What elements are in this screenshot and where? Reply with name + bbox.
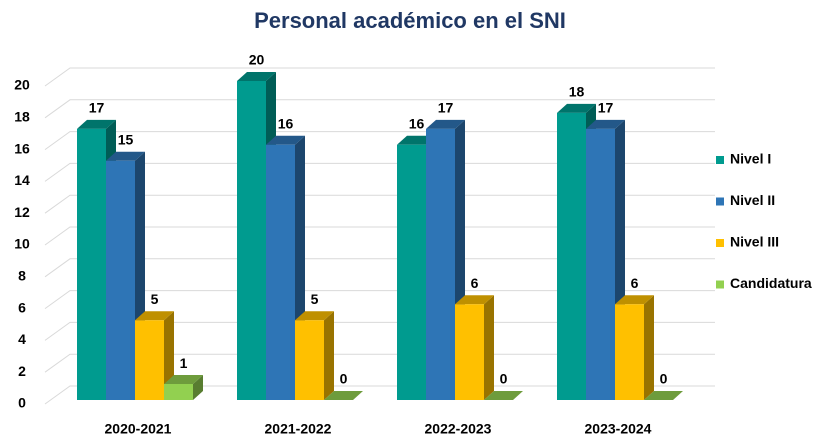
bar-face (237, 81, 266, 400)
data-label: 17 (89, 100, 105, 116)
bar-face (193, 375, 203, 400)
data-label: 6 (631, 275, 639, 291)
y-tick-label: 2 (18, 363, 26, 379)
bar-face (266, 135, 305, 145)
bar (644, 391, 683, 400)
bar-face (426, 119, 465, 129)
chart-title: Personal académico en el SNI (254, 8, 566, 33)
data-label: 5 (151, 291, 159, 307)
data-label: 15 (118, 131, 134, 147)
bar-face (106, 151, 145, 161)
bar-face (455, 304, 484, 400)
legend-swatch (716, 197, 724, 206)
legend-label: Candidatura (730, 275, 812, 291)
y-tick-label: 14 (14, 172, 30, 188)
bar-face (397, 144, 426, 400)
grid-line (44, 226, 715, 246)
data-label: 17 (598, 100, 614, 116)
data-label: 17 (438, 100, 454, 116)
bar-face (164, 384, 193, 400)
data-label: 5 (311, 291, 319, 307)
bar-face (135, 320, 164, 400)
bar-face (77, 119, 116, 129)
grid-line (44, 131, 715, 151)
grid-line (44, 353, 715, 373)
data-label: 16 (409, 116, 425, 132)
legend-label: Nivel I (730, 151, 771, 167)
legend-swatch (716, 280, 724, 289)
grid-line (44, 99, 715, 119)
data-label: 0 (660, 371, 668, 387)
grid-line (44, 162, 715, 182)
bar-face (266, 144, 295, 400)
legend-label: Nivel III (730, 234, 779, 250)
bar-face (615, 295, 654, 305)
bar-face (484, 391, 523, 400)
bar-face (324, 391, 363, 400)
data-label: 20 (249, 52, 265, 68)
grid-line (44, 321, 715, 341)
data-label: 0 (500, 371, 508, 387)
bar-face (106, 160, 135, 400)
grid-line (44, 194, 715, 214)
y-tick-label: 20 (14, 77, 30, 93)
data-label: 1 (180, 355, 188, 371)
y-tick-label: 16 (14, 140, 30, 156)
data-label: 18 (569, 84, 585, 100)
y-tick-label: 4 (18, 331, 26, 347)
bar-face (586, 119, 625, 129)
bar-face (237, 72, 276, 81)
bar-face (615, 304, 644, 400)
data-label: 16 (278, 116, 294, 132)
y-tick-label: 10 (14, 236, 30, 252)
x-tick-label: 2022-2023 (425, 421, 492, 437)
bar-face (484, 295, 494, 400)
bar (484, 391, 523, 400)
data-label: 6 (471, 275, 479, 291)
grid-line (44, 290, 715, 310)
legend-label: Nivel II (730, 192, 775, 208)
bar-face (324, 311, 334, 400)
bar-face (586, 128, 615, 400)
bar (455, 295, 494, 400)
y-tick-label: 0 (18, 395, 26, 411)
bar-face (135, 311, 174, 321)
x-tick-label: 2021-2022 (265, 421, 332, 437)
bar (324, 391, 363, 400)
bar-face (644, 295, 654, 400)
y-tick-label: 6 (18, 299, 26, 315)
bar (295, 311, 334, 400)
bar-face (77, 128, 106, 400)
grid-line (44, 67, 715, 87)
y-tick-label: 12 (14, 204, 30, 220)
bar-face (557, 112, 586, 401)
x-tick-label: 2023-2024 (585, 421, 652, 437)
bar-face (426, 128, 455, 400)
y-tick-label: 18 (14, 109, 30, 125)
grid-line (44, 385, 715, 405)
bar-face (644, 391, 683, 400)
bar (164, 375, 203, 400)
x-tick-label: 2020-2021 (105, 421, 172, 437)
y-tick-label: 8 (18, 268, 26, 284)
data-label: 0 (340, 371, 348, 387)
bar-face (295, 311, 334, 321)
bar-face (164, 375, 203, 385)
legend-swatch (716, 239, 724, 247)
bar (615, 295, 654, 400)
bar-face (455, 295, 494, 305)
legend-swatch (716, 156, 724, 164)
bar-face (295, 320, 324, 400)
grid-line (44, 258, 715, 278)
bar-face (557, 103, 596, 113)
